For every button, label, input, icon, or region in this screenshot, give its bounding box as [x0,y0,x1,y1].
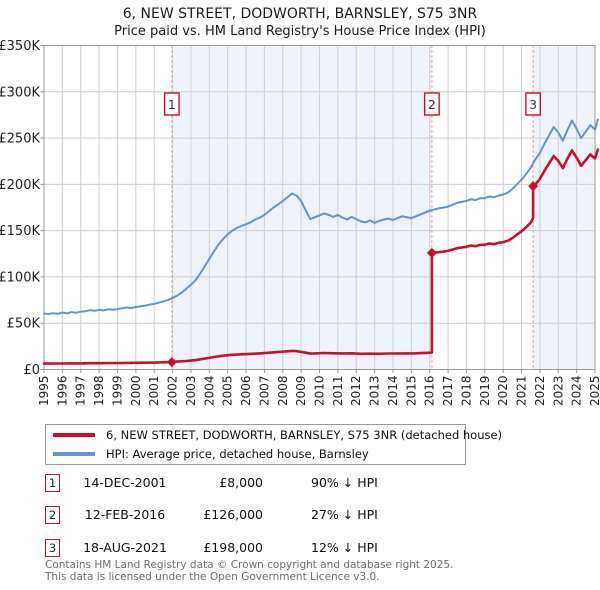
sale-marker-diamond [528,181,539,192]
x-axis-label: 2009 [294,375,308,406]
x-axis-label: 2012 [349,375,363,406]
sale-marker-diamond [426,247,437,258]
legend-label-property: 6, NEW STREET, DODWORTH, BARNSLEY, S75 3… [106,428,503,442]
x-axis-label: 2005 [221,375,235,406]
x-axis-label: 1996 [55,375,69,406]
footer-line-2: This data is licensed under the Open Gov… [45,570,380,583]
sale-event-number-box [163,92,180,116]
y-axis-label: £350K [0,40,40,54]
legend-item-hpi: HPI: Average price, detached house, Barn… [46,447,465,461]
x-axis-label: 2016 [423,375,437,406]
x-axis-label: 2000 [129,375,143,406]
sale-event-number: 1 [168,97,176,112]
x-axis-label: 2015 [404,375,418,406]
y-axis-label: £250K [0,132,40,147]
property-line-swatch [53,433,95,437]
price-history-chart: 1 2 3 £0 £50K £100K £150K £200K £250K £300K £350K 1… [0,40,600,406]
footer-line-1: Contains HM Land Registry data © Crown c… [45,559,454,571]
x-axis-label: 2003 [184,375,198,406]
y-axis-label: £50K [7,317,41,332]
x-axis-label: 2014 [386,375,400,406]
sale-hpi-diff-1: 90% ↓ HPI [311,475,378,490]
sale-row-3: 3 18-AUG-2021 £198,000 12% ↓ HPI [45,538,565,558]
hpi-line [43,118,599,316]
x-axis-label: 2008 [276,375,290,406]
x-axis-label: 2020 [496,375,510,406]
sale-event-number-box [525,92,542,116]
x-axis-label: 2004 [202,375,216,406]
x-axis-label: 2006 [239,375,253,406]
legend-item-property: 6, NEW STREET, DODWORTH, BARNSLEY, S75 3… [46,428,502,442]
sale-hpi-diff-2: 27% ↓ HPI [311,507,378,522]
legend-label-hpi: HPI: Average price, detached house, Barn… [106,447,369,461]
sale-price-1: £8,000 [219,475,263,490]
page-title: 6, NEW STREET, DODWORTH, BARNSLEY, S75 3… [122,6,478,22]
sale-row-2: 2 12-FEB-2016 £126,000 27% ↓ HPI [45,505,565,525]
y-axis-label: £150K [0,224,40,239]
x-axis-label: 2001 [147,375,161,406]
hpi-line-swatch [53,452,95,456]
x-axis-label: 2022 [533,375,547,406]
sale-event-number: 3 [529,97,537,112]
sale-hpi-diff-3: 12% ↓ HPI [311,540,378,555]
sale-price-2: £126,000 [203,507,263,522]
sale-number-badge-1: 1 [45,474,60,492]
page-subtitle: Price paid vs. HM Land Registry's House … [114,24,486,39]
sale-period-band [171,45,432,370]
sale-date-2: 12-FEB-2016 [84,507,166,522]
x-axis-label: 2019 [478,375,492,406]
sale-date-1: 14-DEC-2001 [83,475,167,490]
sale-number-badge-3: 3 [45,539,60,557]
y-axis-label: £100K [0,270,40,285]
x-axis-label: 2021 [515,375,529,406]
license-footer: Contains HM Land Registry data © Crown c… [45,559,585,583]
sale-row-1: 1 14-DEC-2001 £8,000 90% ↓ HPI [45,473,565,493]
x-axis-label: 2007 [257,375,271,406]
x-axis-label: 2024 [570,375,584,406]
x-axis-label: 2017 [441,375,455,406]
y-axis-label: £0 [23,363,40,378]
x-axis-label: 2011 [331,375,345,406]
sale-event-number: 2 [428,97,436,112]
y-axis-label: £300K [0,85,40,100]
sale-date-3: 18-AUG-2021 [83,540,167,555]
x-axis-label: 1997 [74,375,88,406]
x-axis-label: 1999 [110,375,124,406]
x-axis-label: 2013 [368,375,382,406]
sale-period-band [533,45,595,370]
x-axis-label: 2018 [459,375,473,406]
sale-price-3: £198,000 [203,540,263,555]
sale-event-number-box [423,92,440,116]
y-axis-label: £200K [0,178,40,193]
x-axis-label: 1998 [92,375,106,406]
x-axis-label: 2002 [166,375,180,406]
sale-marker-diamond [166,357,177,368]
x-axis-label: 2023 [551,375,565,406]
chart-legend: 6, NEW STREET, DODWORTH, BARNSLEY, S75 3… [45,424,502,465]
x-axis-label: 2025 [588,375,600,406]
x-axis-label: 2010 [313,375,327,406]
x-axis-label: 1995 [37,375,51,406]
sale-number-badge-2: 2 [45,506,60,524]
